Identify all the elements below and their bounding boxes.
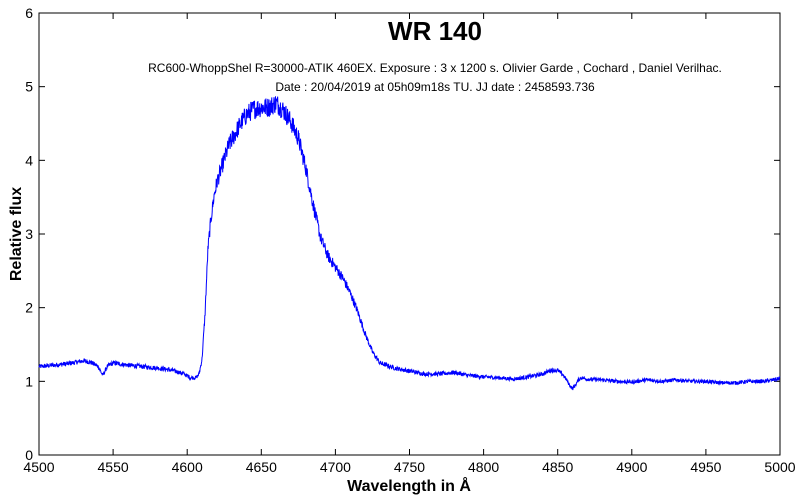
x-tick-label: 5000 <box>764 459 795 475</box>
x-tick-label: 4550 <box>98 459 129 475</box>
x-tick-label: 4500 <box>23 459 54 475</box>
y-tick-label: 1 <box>25 373 33 389</box>
y-tick-label: 3 <box>25 226 33 242</box>
x-tick-label: 4750 <box>394 459 425 475</box>
y-tick-label: 2 <box>25 300 33 316</box>
y-tick-label: 5 <box>25 79 33 95</box>
x-tick-label: 4650 <box>246 459 277 475</box>
chart-subtitle-line-2: Date : 20/04/2019 at 05h09m18s TU. JJ da… <box>275 80 595 94</box>
y-axis-label: Relative flux <box>8 187 25 281</box>
spectrum-line <box>38 96 781 391</box>
y-tick-label: 0 <box>25 447 33 463</box>
x-tick-label: 4600 <box>172 459 203 475</box>
y-tick-label: 6 <box>25 5 33 21</box>
x-tick-label: 4950 <box>690 459 721 475</box>
x-tick-label: 4700 <box>320 459 351 475</box>
x-tick-label: 4900 <box>616 459 647 475</box>
y-tick-label: 4 <box>25 152 33 168</box>
x-tick-label: 4850 <box>542 459 573 475</box>
x-tick-label: 4800 <box>468 459 499 475</box>
chart-title: WR 140 <box>388 16 482 46</box>
x-axis-label: Wavelength in Å <box>347 476 471 495</box>
chart-subtitle-line-1: RC600-WhoppShel R=30000-ATIK 460EX. Expo… <box>148 61 722 75</box>
